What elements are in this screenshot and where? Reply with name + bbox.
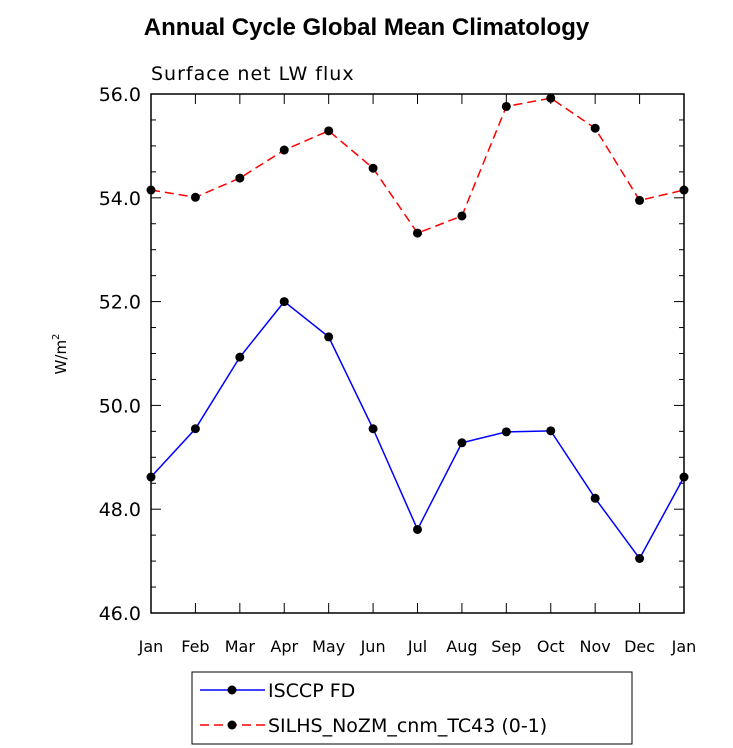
data-point: [635, 554, 645, 564]
data-point: [679, 185, 689, 195]
x-tick-label: Dec: [624, 637, 655, 656]
chart-subtitle: Surface net LW flux: [151, 63, 355, 85]
data-point: [279, 297, 289, 307]
x-tick-label: Nov: [580, 637, 611, 656]
x-tick-label: Jul: [407, 637, 427, 656]
y-tick-label: 52.0: [99, 292, 141, 314]
x-tick-label: Mar: [225, 637, 256, 656]
data-point: [190, 192, 200, 202]
y-axis-label: W/m2: [51, 334, 70, 375]
y-tick-label: 50.0: [99, 395, 141, 417]
data-point: [546, 426, 556, 436]
data-point: [635, 195, 645, 205]
series-layer: [146, 93, 689, 564]
x-tick-labels: Jan Feb Mar Apr May Jun Jul Aug Sep Oct Nov Dec Jan: [138, 637, 697, 656]
data-point: [679, 472, 689, 482]
series-line: [150, 300, 685, 560]
data-point: [368, 163, 378, 173]
data-point: [501, 427, 511, 437]
legend-marker: [227, 720, 237, 730]
series-line: [150, 97, 685, 235]
x-tick-label: Sep: [491, 637, 521, 656]
y-tick-label: 54.0: [99, 188, 141, 210]
series-2: [146, 93, 689, 238]
legend-item: ISCCP FD: [200, 680, 355, 702]
y-tick-labels: 46.0 48.0 50.0 52.0 54.0 56.0: [99, 84, 141, 625]
legend-item: SILHS_NoZM_cnm_TC43 (0-1): [200, 715, 547, 737]
x-tick-label: May: [312, 637, 345, 656]
x-tick-label: Apr: [270, 637, 298, 656]
series-1: [146, 297, 689, 564]
data-point: [235, 173, 245, 183]
legend: ISCCP FD SILHS_NoZM_cnm_TC43 (0-1): [200, 680, 547, 737]
data-point: [413, 228, 422, 238]
data-point: [368, 424, 378, 434]
data-point: [324, 126, 334, 136]
data-point: [546, 93, 556, 103]
data-point: [457, 211, 467, 221]
x-tick-label: Aug: [446, 637, 477, 656]
data-point: [190, 424, 200, 434]
x-tick-label: Oct: [537, 637, 565, 656]
data-point: [324, 332, 334, 342]
data-point: [146, 472, 156, 482]
chart-title: Annual Cycle Global Mean Climatology: [143, 14, 590, 41]
svg-text:W/m2: W/m2: [51, 334, 70, 375]
data-point: [590, 123, 600, 133]
data-point: [457, 438, 467, 448]
y-tick-label: 46.0: [99, 603, 141, 625]
legend-label: SILHS_NoZM_cnm_TC43 (0-1): [268, 715, 547, 737]
plot-frame: [150, 93, 685, 614]
data-point: [590, 493, 600, 503]
legend-label: ISCCP FD: [268, 680, 355, 702]
x-tick-label: Jan: [138, 637, 164, 656]
y-axis-label-text: W/m: [52, 340, 70, 375]
y-axis-label-superscript: 2: [51, 334, 62, 340]
axis-ticks: [150, 93, 685, 614]
data-point: [146, 185, 156, 195]
legend-marker: [227, 685, 237, 695]
y-tick-label: 48.0: [99, 499, 141, 521]
data-point: [279, 145, 289, 155]
data-point: [501, 101, 511, 111]
x-tick-label: Feb: [181, 637, 209, 656]
data-point: [413, 524, 422, 534]
legend-box: [191, 671, 633, 745]
x-tick-label: Jun: [360, 637, 386, 656]
y-tick-label: 56.0: [99, 84, 141, 106]
data-point: [235, 352, 245, 362]
x-tick-label: Jan: [671, 637, 697, 656]
